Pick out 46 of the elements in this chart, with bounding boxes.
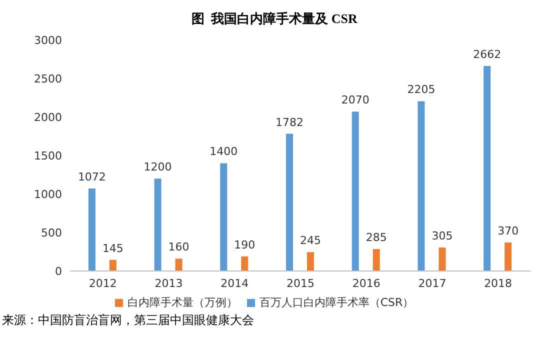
data-label: 305 — [432, 230, 453, 243]
data-label: 2070 — [341, 94, 370, 107]
y-tick-label: 2000 — [34, 110, 62, 124]
bar — [175, 258, 182, 271]
data-label: 1200 — [144, 160, 172, 174]
data-label: 145 — [102, 242, 124, 255]
bar — [286, 134, 294, 271]
bar — [418, 101, 425, 271]
bar — [109, 260, 116, 271]
bar — [352, 112, 359, 271]
data-label: 1782 — [276, 116, 304, 129]
bar — [438, 248, 446, 271]
y-tick-label: 500 — [41, 226, 62, 240]
data-label: 160 — [168, 240, 190, 254]
y-tick-label: 3000 — [34, 34, 62, 47]
legend-label: 百万人口白内障手术率（CSR） — [259, 296, 414, 309]
source-note: 来源：中国防盲治盲网，第三届中国眼健康大会 — [2, 312, 255, 329]
data-label: 1400 — [210, 145, 238, 158]
data-label: 245 — [300, 234, 322, 248]
x-tick-label: 2014 — [220, 276, 249, 290]
x-tick-label: 2016 — [352, 276, 380, 290]
bar — [220, 163, 228, 271]
data-label: 1072 — [78, 170, 106, 184]
bar — [154, 178, 162, 271]
y-tick-label: 1000 — [34, 188, 62, 201]
chart-title: 图 我国白内障手术量及 CSR — [190, 10, 358, 28]
legend-label: 白内障手术量（万例） — [127, 296, 238, 309]
data-label: 370 — [498, 224, 519, 238]
bar — [504, 242, 512, 271]
bar — [88, 188, 96, 271]
data-label: 285 — [366, 231, 387, 244]
y-tick-label: 0 — [55, 264, 62, 278]
data-label: 2205 — [407, 83, 436, 96]
y-tick-label: 2500 — [34, 72, 62, 86]
bar — [484, 66, 491, 271]
bar — [307, 252, 314, 271]
bar — [372, 249, 380, 271]
x-tick-label: 2013 — [154, 276, 183, 290]
x-tick-label: 2017 — [418, 276, 446, 290]
x-tick-label: 2015 — [286, 276, 314, 290]
y-tick-label: 1500 — [34, 149, 62, 162]
x-tick-label: 2018 — [484, 276, 512, 290]
x-tick-label: 2012 — [88, 276, 117, 290]
data-label: 190 — [234, 238, 256, 252]
bar — [241, 256, 248, 271]
data-label: 2662 — [473, 48, 502, 62]
